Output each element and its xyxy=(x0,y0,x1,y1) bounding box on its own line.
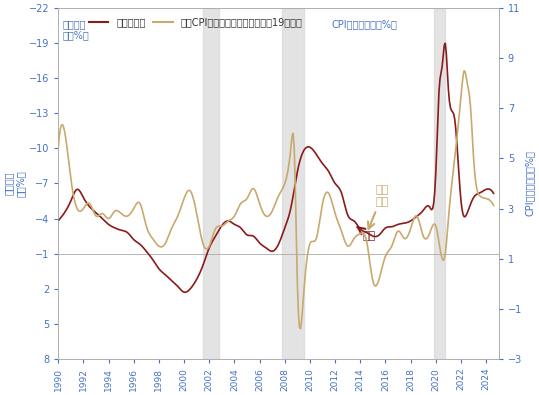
Text: 赤字: 赤字 xyxy=(357,227,376,241)
Text: 美国赤字
率（%）: 美国赤字 率（%） xyxy=(63,19,89,40)
Bar xyxy=(434,8,445,359)
Legend: 美国赤字率, 美国CPI：同比（右轴逆序，滞后19个月）: 美国赤字率, 美国CPI：同比（右轴逆序，滞后19个月） xyxy=(85,13,306,31)
Bar xyxy=(282,8,303,359)
Y-axis label: CPI同比，逆序（%）: CPI同比，逆序（%） xyxy=(525,150,535,216)
Text: CPI同比，逆序（%）: CPI同比，逆序（%） xyxy=(331,19,397,29)
Text: 推高
通胀: 推高 通胀 xyxy=(368,185,389,229)
Y-axis label: 美国赤字
率（%）: 美国赤字 率（%） xyxy=(4,170,26,197)
Bar xyxy=(203,8,219,359)
